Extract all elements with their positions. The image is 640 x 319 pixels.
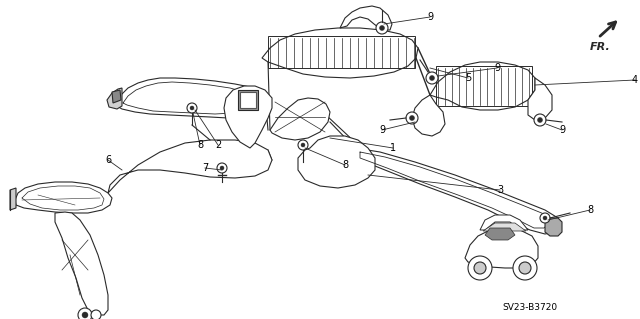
Text: 9: 9 (379, 125, 385, 135)
Polygon shape (115, 78, 265, 118)
Circle shape (91, 310, 101, 319)
Polygon shape (270, 98, 330, 140)
Polygon shape (298, 136, 375, 188)
Circle shape (426, 72, 438, 84)
Circle shape (217, 163, 227, 173)
Text: 9: 9 (494, 63, 500, 73)
Polygon shape (412, 95, 445, 136)
Text: 8: 8 (342, 160, 348, 170)
Text: FR.: FR. (590, 42, 611, 52)
Text: 4: 4 (632, 75, 638, 85)
Circle shape (380, 26, 385, 31)
Polygon shape (528, 78, 552, 120)
Polygon shape (10, 188, 16, 210)
Polygon shape (480, 215, 528, 230)
Text: 9: 9 (559, 125, 565, 135)
Circle shape (534, 114, 546, 126)
Text: 3: 3 (497, 185, 503, 195)
Polygon shape (108, 140, 272, 193)
Polygon shape (430, 62, 535, 110)
Text: 2: 2 (215, 140, 221, 150)
Circle shape (513, 256, 537, 280)
Circle shape (474, 262, 486, 274)
Polygon shape (15, 182, 112, 213)
Text: SV23-B3720: SV23-B3720 (502, 303, 557, 312)
Circle shape (220, 166, 224, 170)
Circle shape (376, 22, 388, 34)
Polygon shape (224, 86, 272, 148)
Circle shape (429, 76, 435, 80)
Circle shape (406, 112, 418, 124)
Circle shape (301, 143, 305, 147)
Circle shape (298, 140, 308, 150)
Polygon shape (340, 6, 392, 30)
Text: 1: 1 (390, 143, 396, 153)
Polygon shape (240, 92, 256, 108)
Polygon shape (262, 28, 418, 78)
Circle shape (190, 106, 194, 110)
Circle shape (410, 115, 415, 121)
Circle shape (468, 256, 492, 280)
Text: 8: 8 (197, 140, 203, 150)
Circle shape (543, 216, 547, 220)
Text: 7: 7 (202, 163, 208, 173)
Polygon shape (485, 228, 515, 240)
Text: 6: 6 (105, 155, 111, 165)
Polygon shape (238, 90, 258, 110)
Polygon shape (355, 148, 560, 234)
Circle shape (538, 117, 543, 122)
Text: 5: 5 (465, 73, 471, 83)
Circle shape (82, 312, 88, 318)
Polygon shape (545, 218, 562, 236)
Circle shape (78, 308, 92, 319)
Polygon shape (112, 90, 121, 103)
Polygon shape (465, 228, 538, 268)
Circle shape (187, 103, 197, 113)
Text: 9: 9 (427, 12, 433, 22)
Polygon shape (55, 212, 108, 315)
Polygon shape (107, 88, 122, 109)
Circle shape (540, 213, 550, 223)
Circle shape (519, 262, 531, 274)
Text: 8: 8 (587, 205, 593, 215)
Polygon shape (483, 223, 526, 231)
